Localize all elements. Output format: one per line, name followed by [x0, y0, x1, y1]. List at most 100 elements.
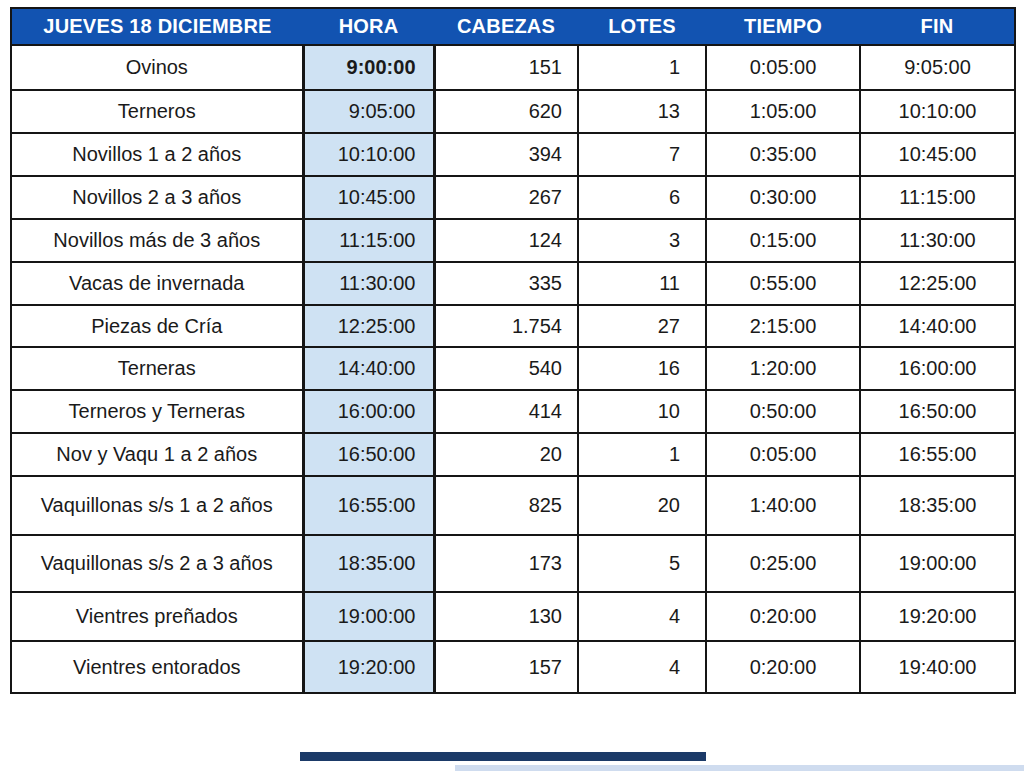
column-header-hora: HORA — [303, 8, 434, 45]
cell-label: Novillos más de 3 años — [11, 219, 303, 262]
cell-fin: 16:55:00 — [860, 433, 1015, 476]
cell-fin: 10:10:00 — [860, 90, 1015, 133]
column-header-fin: FIN — [860, 8, 1015, 45]
cell-label: Vientres entorados — [11, 641, 303, 693]
cell-hora: 16:00:00 — [303, 390, 434, 433]
column-header-label: JUEVES 18 DICIEMBRE — [11, 8, 303, 45]
cell-fin: 18:35:00 — [860, 476, 1015, 535]
cell-fin: 19:20:00 — [860, 592, 1015, 641]
bottom-partial-strip — [455, 765, 1024, 771]
cell-tiempo: 0:20:00 — [706, 641, 860, 693]
cell-label: Piezas de Cría — [11, 305, 303, 347]
table-row: Novillos 2 a 3 años10:45:0026760:30:0011… — [11, 176, 1015, 219]
cell-hora: 11:15:00 — [303, 219, 434, 262]
table-row: Vacas de invernada11:30:00335110:55:0012… — [11, 262, 1015, 305]
cell-lotes: 1 — [578, 433, 706, 476]
cell-label: Vaquillonas s/s 2 a 3 años — [11, 535, 303, 592]
cell-tiempo: 1:40:00 — [706, 476, 860, 535]
table-row: Vientres preñados19:00:0013040:20:0019:2… — [11, 592, 1015, 641]
cell-hora: 14:40:00 — [303, 347, 434, 390]
cell-lotes: 27 — [578, 305, 706, 347]
cell-hora: 16:55:00 — [303, 476, 434, 535]
cell-tiempo: 0:20:00 — [706, 592, 860, 641]
cell-tiempo: 0:05:00 — [706, 45, 860, 90]
cell-label: Vaquillonas s/s 1 a 2 años — [11, 476, 303, 535]
table-row: Vaquillonas s/s 1 a 2 años16:55:00825201… — [11, 476, 1015, 535]
cell-hora: 19:20:00 — [303, 641, 434, 693]
table-row: Novillos 1 a 2 años10:10:0039470:35:0010… — [11, 133, 1015, 176]
column-header-lotes: LOTES — [578, 8, 706, 45]
cell-tiempo: 0:25:00 — [706, 535, 860, 592]
column-header-cabezas: CABEZAS — [434, 8, 578, 45]
auction-schedule: JUEVES 18 DICIEMBREHORACABEZASLOTESTIEMP… — [10, 7, 1016, 694]
cell-label: Terneras — [11, 347, 303, 390]
cell-lotes: 5 — [578, 535, 706, 592]
cell-tiempo: 0:35:00 — [706, 133, 860, 176]
cell-lotes: 3 — [578, 219, 706, 262]
cell-fin: 16:50:00 — [860, 390, 1015, 433]
cell-tiempo: 0:55:00 — [706, 262, 860, 305]
table-row: Novillos más de 3 años11:15:0012430:15:0… — [11, 219, 1015, 262]
cell-label: Vientres preñados — [11, 592, 303, 641]
table-body: Ovinos9:00:0015110:05:009:05:00Terneros9… — [11, 45, 1015, 693]
cell-lotes: 4 — [578, 592, 706, 641]
cell-label: Vacas de invernada — [11, 262, 303, 305]
cell-lotes: 6 — [578, 176, 706, 219]
cell-cabezas: 267 — [434, 176, 578, 219]
cell-cabezas: 335 — [434, 262, 578, 305]
cell-hora: 9:05:00 — [303, 90, 434, 133]
cell-label: Terneros — [11, 90, 303, 133]
table-row: Vientres entorados19:20:0015740:20:0019:… — [11, 641, 1015, 693]
cell-cabezas: 157 — [434, 641, 578, 693]
cell-lotes: 16 — [578, 347, 706, 390]
schedule-table: JUEVES 18 DICIEMBREHORACABEZASLOTESTIEMP… — [10, 7, 1016, 694]
table-header: JUEVES 18 DICIEMBREHORACABEZASLOTESTIEMP… — [11, 8, 1015, 45]
cell-cabezas: 414 — [434, 390, 578, 433]
cell-lotes: 11 — [578, 262, 706, 305]
cell-tiempo: 0:15:00 — [706, 219, 860, 262]
table-row: Vaquillonas s/s 2 a 3 años18:35:0017350:… — [11, 535, 1015, 592]
cell-lotes: 4 — [578, 641, 706, 693]
cell-cabezas: 20 — [434, 433, 578, 476]
cell-cabezas: 130 — [434, 592, 578, 641]
cell-fin: 19:40:00 — [860, 641, 1015, 693]
cell-cabezas: 540 — [434, 347, 578, 390]
cell-label: Nov y Vaqu 1 a 2 años — [11, 433, 303, 476]
cell-cabezas: 1.754 — [434, 305, 578, 347]
cell-cabezas: 394 — [434, 133, 578, 176]
cell-hora: 16:50:00 — [303, 433, 434, 476]
cell-hora: 19:00:00 — [303, 592, 434, 641]
table-row: Piezas de Cría12:25:001.754272:15:0014:4… — [11, 305, 1015, 347]
cell-lotes: 1 — [578, 45, 706, 90]
cell-fin: 10:45:00 — [860, 133, 1015, 176]
header-row: JUEVES 18 DICIEMBREHORACABEZASLOTESTIEMP… — [11, 8, 1015, 45]
cell-lotes: 7 — [578, 133, 706, 176]
cell-fin: 11:15:00 — [860, 176, 1015, 219]
cell-cabezas: 173 — [434, 535, 578, 592]
cell-cabezas: 620 — [434, 90, 578, 133]
cell-label: Ovinos — [11, 45, 303, 90]
cell-label: Terneros y Terneras — [11, 390, 303, 433]
cell-tiempo: 1:20:00 — [706, 347, 860, 390]
cell-fin: 9:05:00 — [860, 45, 1015, 90]
selection-bottom-border — [300, 752, 706, 761]
cell-tiempo: 1:05:00 — [706, 90, 860, 133]
cell-tiempo: 0:05:00 — [706, 433, 860, 476]
column-header-tiempo: TIEMPO — [706, 8, 860, 45]
cell-cabezas: 124 — [434, 219, 578, 262]
cell-fin: 11:30:00 — [860, 219, 1015, 262]
cell-tiempo: 0:30:00 — [706, 176, 860, 219]
cell-hora: 10:45:00 — [303, 176, 434, 219]
cell-lotes: 10 — [578, 390, 706, 433]
cell-hora: 12:25:00 — [303, 305, 434, 347]
cell-fin: 14:40:00 — [860, 305, 1015, 347]
cell-cabezas: 825 — [434, 476, 578, 535]
cell-lotes: 13 — [578, 90, 706, 133]
table-row: Terneros y Terneras16:00:00414100:50:001… — [11, 390, 1015, 433]
cell-hora: 11:30:00 — [303, 262, 434, 305]
cell-fin: 16:00:00 — [860, 347, 1015, 390]
table-row: Terneras14:40:00540161:20:0016:00:00 — [11, 347, 1015, 390]
cell-hora: 9:00:00 — [303, 45, 434, 90]
cell-fin: 19:00:00 — [860, 535, 1015, 592]
cell-label: Novillos 2 a 3 años — [11, 176, 303, 219]
